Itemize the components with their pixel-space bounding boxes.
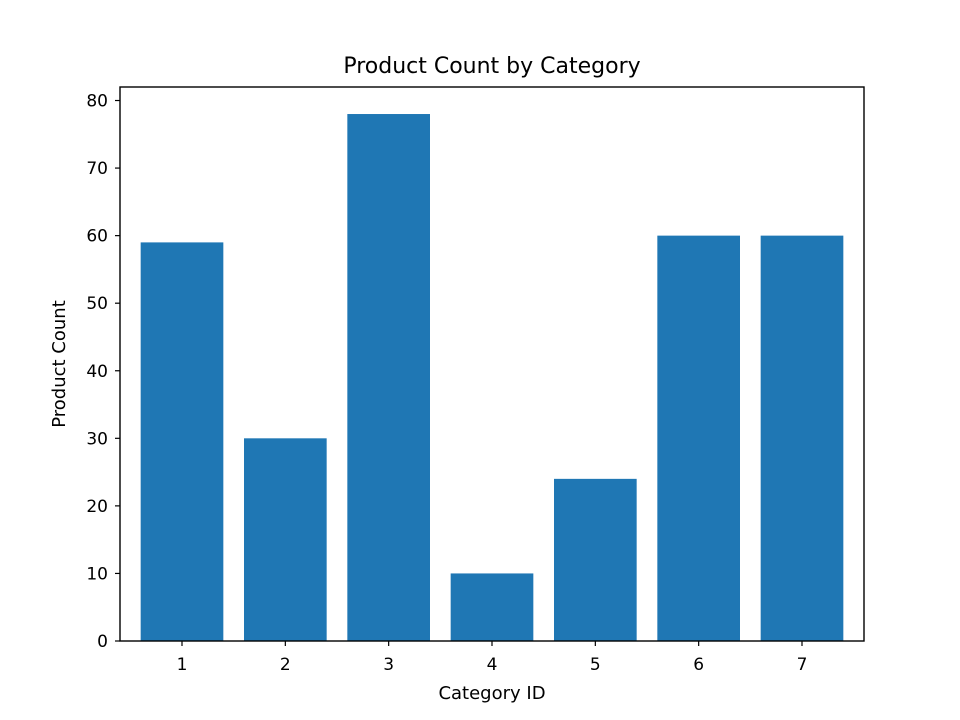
- bar-category-1: [140, 242, 224, 641]
- x-tick-label: 2: [280, 655, 291, 675]
- bars-group: [140, 114, 844, 641]
- bar-category-7: [760, 235, 844, 641]
- x-tick-label: 4: [487, 655, 498, 675]
- y-axis-label: Product Count: [49, 300, 70, 428]
- y-tick-label: 30: [86, 429, 108, 449]
- x-tick-label: 1: [177, 655, 188, 675]
- bar-category-2: [244, 438, 327, 641]
- bar-category-3: [347, 114, 430, 641]
- chart-title: Product Count by Category: [343, 54, 640, 79]
- y-tick-label: 0: [97, 632, 108, 652]
- y-axis-ticks: 0 10 20 30 40 50 60 70 80: [86, 92, 120, 652]
- y-tick-label: 60: [86, 227, 108, 247]
- y-tick-label: 40: [86, 362, 108, 382]
- x-tick-label: 6: [693, 655, 704, 675]
- y-tick-label: 80: [86, 92, 108, 112]
- plot-frame: [119, 86, 865, 642]
- y-tick-label: 10: [86, 564, 108, 584]
- y-tick-label: 50: [86, 294, 108, 314]
- x-tick-label: 3: [383, 655, 394, 675]
- bar-category-6: [657, 235, 740, 641]
- x-axis-label: Category ID: [438, 683, 545, 704]
- x-tick-label: 7: [797, 655, 808, 675]
- bar-category-5: [554, 478, 637, 641]
- y-tick-label: 70: [86, 159, 108, 179]
- x-axis-ticks: 1 2 3 4 5 6 7: [177, 641, 808, 675]
- bar-category-4: [450, 573, 534, 641]
- y-tick-label: 20: [86, 497, 108, 517]
- x-tick-label: 5: [590, 655, 601, 675]
